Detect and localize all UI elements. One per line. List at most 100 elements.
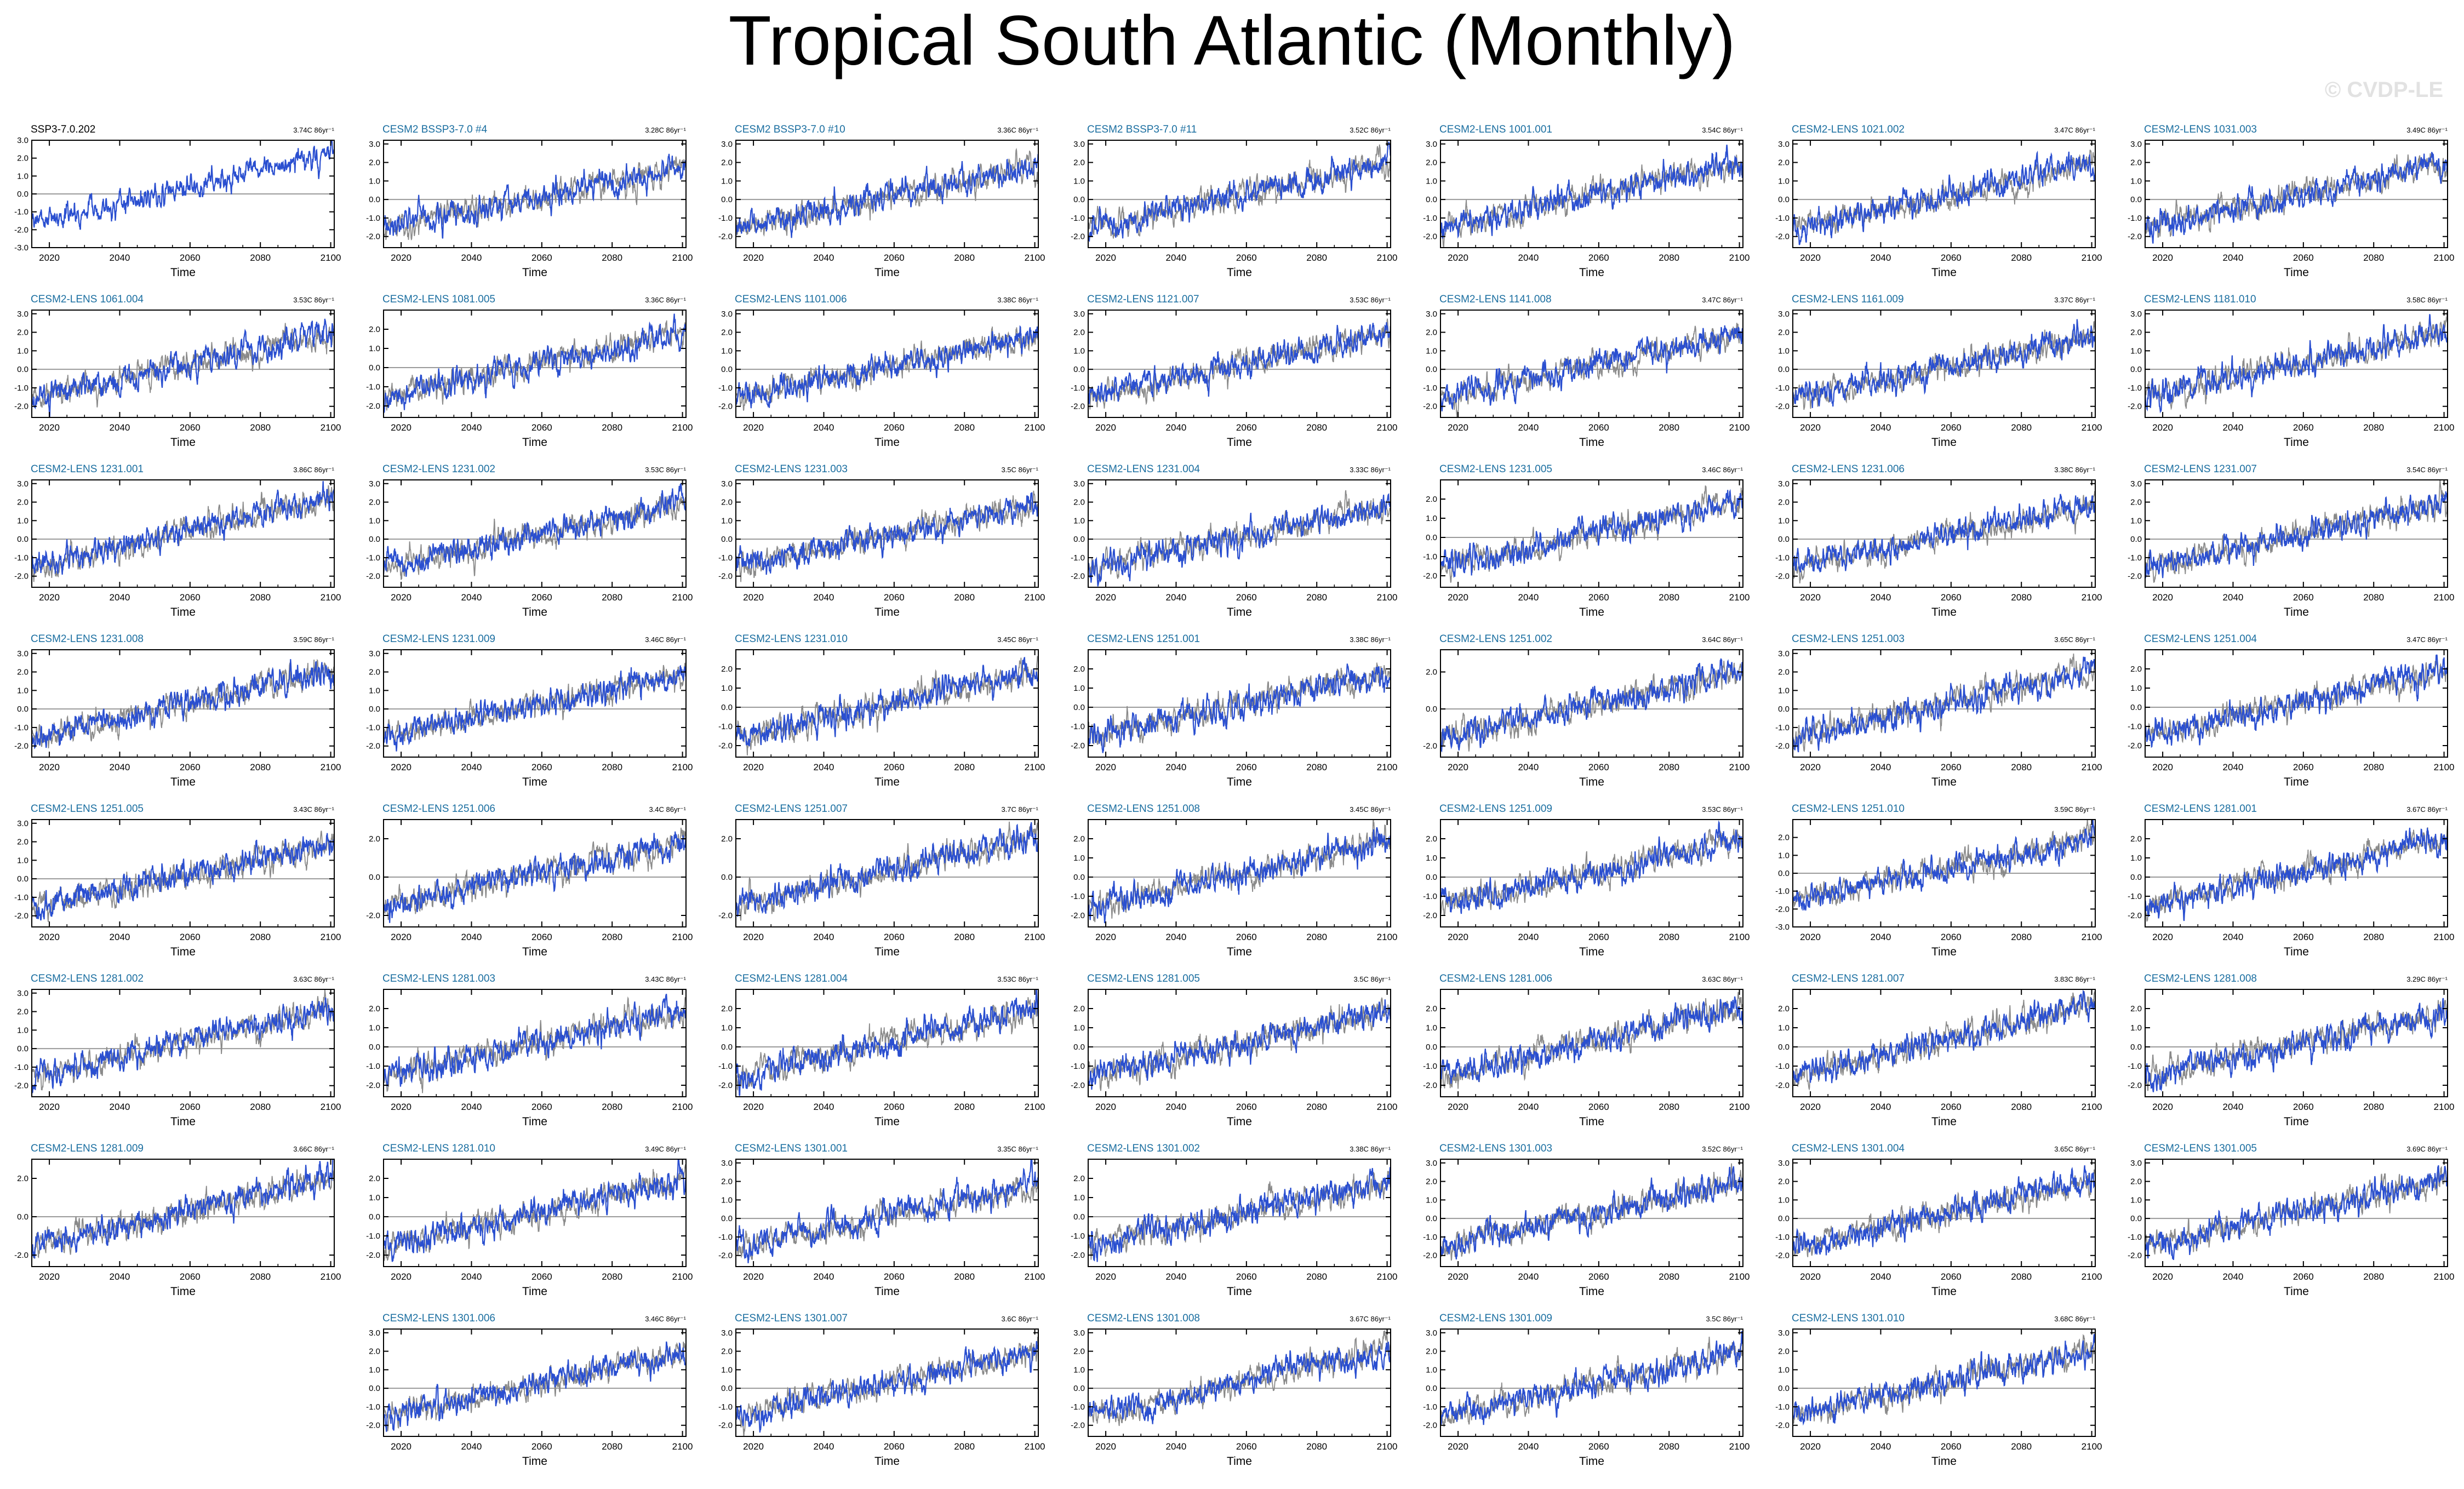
y-tick-label: -1.0	[1775, 723, 1790, 732]
y-tick-label: 0.0	[17, 1212, 28, 1222]
x-axis-title: Time	[1227, 1455, 1252, 1468]
chart-panel: CESM2-LENS 1281.008 3.29C 86yr⁻¹ 2020 2040 2…	[2128, 973, 2454, 1128]
x-tick-label: 2020	[1800, 592, 1821, 603]
y-tick-label: -1.0	[1423, 892, 1437, 901]
y-tick-label: -2.0	[1071, 1081, 1085, 1090]
chart-panel: CESM2-LENS 1301.008 3.67C 86yr⁻¹ 2020 2040 2…	[1071, 1313, 1397, 1468]
x-axis-title: Time	[170, 1115, 196, 1128]
trend-label: 3.29C 86yr⁻¹	[2406, 975, 2448, 983]
y-tick-label: 1.0	[1778, 851, 1790, 860]
y-tick-label: 2.0	[1426, 495, 1437, 504]
plot-frame	[735, 1159, 1039, 1267]
trend-label: 3.65C 86yr⁻¹	[2054, 635, 2095, 644]
x-tick-label: 2060	[2293, 592, 2314, 603]
x-tick-label: 2100	[2082, 932, 2102, 942]
member-series-line	[1088, 827, 1391, 924]
x-tick-label: 2060	[531, 932, 552, 942]
y-tick-label: -1.0	[1071, 892, 1085, 901]
x-tick-label: 2040	[1871, 422, 1891, 433]
member-series-line	[2145, 152, 2448, 244]
member-series-line	[32, 659, 334, 749]
y-tick-label: -2.0	[2128, 1081, 2142, 1090]
chart-panel: CESM2-LENS 1301.009 3.5C 86yr⁻¹ 2020 2040 20…	[1423, 1313, 1750, 1468]
y-tick-label: 0.0	[1073, 873, 1085, 882]
y-tick-label: 1.0	[1073, 176, 1085, 186]
x-tick-label: 2060	[1236, 253, 1257, 263]
y-tick-label: -2.0	[366, 402, 380, 411]
y-tick-label: -2.0	[718, 232, 733, 242]
chart-panel: CESM2-LENS 1251.001 3.38C 86yr⁻¹ 2020 2040 2…	[1071, 633, 1397, 788]
x-tick-label: 2100	[672, 592, 693, 603]
plot-frame	[1792, 1328, 2096, 1437]
x-tick-label: 2040	[2223, 1102, 2244, 1112]
y-tick-label: 1.0	[369, 176, 380, 186]
x-tick-label: 2020	[743, 762, 764, 772]
plot-frame	[1088, 989, 1391, 1097]
page-title: Tropical South Atlantic (Monthly)	[728, 2, 1736, 80]
y-tick-label: 3.0	[17, 819, 28, 828]
y-tick-label: 2.0	[721, 834, 733, 844]
x-tick-label: 2060	[884, 1441, 905, 1452]
x-tick-label: 2100	[1729, 253, 1750, 263]
x-tick-label: 2020	[1095, 762, 1116, 772]
y-tick-label: -2.0	[2128, 911, 2142, 920]
y-tick-label: 2.0	[721, 328, 733, 337]
y-tick-label: 1.0	[369, 516, 380, 525]
y-tick-label: 2.0	[1426, 158, 1437, 168]
panel-title: CESM2-LENS 1281.002	[31, 973, 144, 984]
trend-label: 3.28C 86yr⁻¹	[645, 126, 686, 134]
x-tick-label: 2080	[2011, 932, 2032, 942]
y-tick-label: -1.0	[14, 208, 28, 217]
plot-frame	[2145, 1159, 2448, 1267]
y-tick-label: -1.0	[1775, 214, 1790, 223]
x-tick-label: 2040	[814, 422, 834, 433]
x-tick-label: 2080	[250, 1102, 271, 1112]
x-tick-label: 2040	[461, 422, 482, 433]
x-tick-label: 2060	[2293, 932, 2314, 942]
y-tick-label: 2.0	[2130, 1004, 2142, 1013]
observed-series-line	[1793, 1333, 2095, 1424]
y-tick-label: 2.0	[369, 498, 380, 507]
member-series-line	[1440, 144, 1743, 239]
trend-label: 3.37C 86yr⁻¹	[2054, 296, 2095, 304]
chart-panel: CESM2-LENS 1231.001 3.86C 86yr⁻¹ 2020 2040 2…	[14, 463, 341, 618]
plot-frame	[1088, 1159, 1391, 1267]
member-series-line	[736, 492, 1038, 575]
panel-title: CESM2-LENS 1281.010	[382, 1143, 495, 1154]
trend-label: 3.52C 86yr⁻¹	[1702, 1145, 1743, 1153]
x-axis-title: Time	[1227, 266, 1252, 279]
y-tick-label: 0.0	[1778, 1384, 1790, 1393]
x-tick-label: 2020	[1800, 762, 1821, 772]
x-tick-label: 2060	[1941, 932, 1962, 942]
observed-series-line	[32, 485, 334, 582]
chart-panel: CESM2-LENS 1001.001 3.54C 86yr⁻¹ 2020 2040 2…	[1423, 124, 1750, 279]
x-tick-label: 2080	[2011, 1272, 2032, 1282]
x-tick-label: 2060	[1941, 422, 1962, 433]
observed-series-line	[736, 656, 1038, 756]
observed-series-line	[1793, 820, 2095, 908]
y-tick-label: 1.0	[1073, 1193, 1085, 1202]
x-tick-label: 2100	[2434, 422, 2455, 433]
chart-panel: CESM2-LENS 1061.004 3.53C 86yr⁻¹ 2020 2040 2…	[14, 294, 341, 449]
panel-title: CESM2-LENS 1231.006	[1792, 463, 1905, 475]
y-tick-label: 0.0	[1073, 703, 1085, 712]
x-axis-title: Time	[522, 946, 547, 958]
y-tick-label: -2.0	[14, 742, 28, 751]
trend-label: 3.43C 86yr⁻¹	[645, 975, 686, 983]
x-tick-label: 2020	[743, 932, 764, 942]
y-tick-label: -1.0	[2128, 892, 2142, 901]
y-tick-label: -2.0	[2128, 572, 2142, 581]
x-tick-label: 2080	[2363, 762, 2384, 772]
y-tick-label: 3.0	[17, 310, 28, 319]
x-tick-label: 2020	[1800, 422, 1821, 433]
x-tick-label: 2100	[1025, 253, 1045, 263]
x-tick-label: 2040	[1166, 253, 1187, 263]
chart-panel: CESM2-LENS 1231.009 3.46C 86yr⁻¹ 2020 2040 2…	[366, 633, 693, 788]
chart-panel: CESM2-LENS 1281.004 3.53C 86yr⁻¹ 2020 2040 2…	[718, 973, 1045, 1128]
x-axis-title: Time	[522, 776, 547, 788]
panel-title: CESM2-LENS 1281.003	[382, 973, 495, 984]
y-tick-label: -2.0	[14, 225, 28, 234]
y-tick-label: 2.0	[721, 498, 733, 507]
y-tick-label: 0.0	[369, 195, 380, 204]
x-tick-label: 2020	[1448, 932, 1468, 942]
